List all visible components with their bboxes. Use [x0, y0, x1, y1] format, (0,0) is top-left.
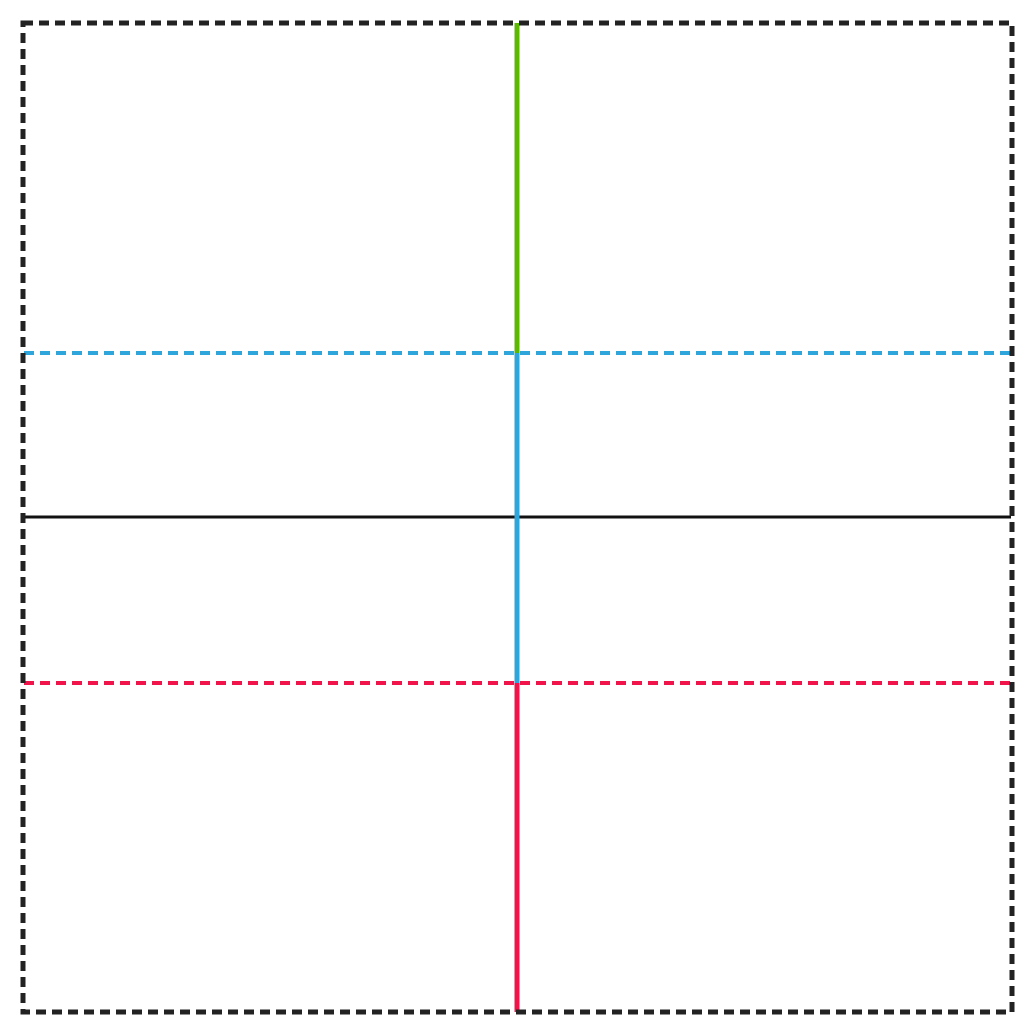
dashed-frame [20, 20, 1015, 1015]
